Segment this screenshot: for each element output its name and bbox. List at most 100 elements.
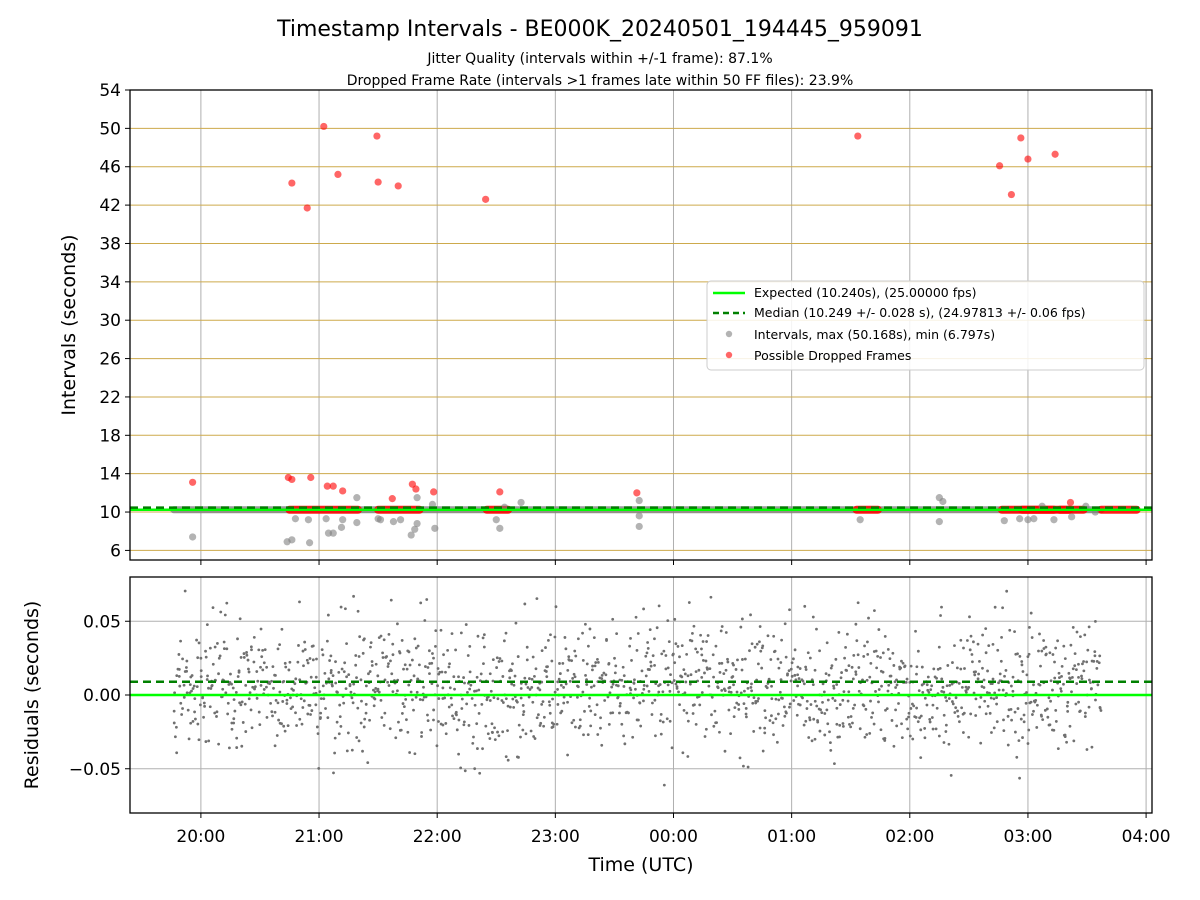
residual-point (850, 665, 854, 669)
residual-point (501, 675, 505, 678)
residual-point (621, 665, 625, 669)
residual-point (199, 669, 203, 673)
interval-point (635, 522, 643, 531)
residual-point (674, 682, 678, 686)
residual-point (1080, 674, 1083, 678)
residual-point (678, 703, 681, 706)
residual-point (1090, 687, 1093, 690)
residual-point (949, 773, 953, 777)
residual-point (1075, 682, 1079, 685)
residual-point (197, 738, 201, 742)
dropped-frame-point (1051, 150, 1059, 158)
residual-point (1025, 673, 1029, 677)
residual-point (420, 735, 423, 738)
residual-point (333, 736, 337, 740)
residual-point (718, 662, 721, 665)
residual-point (362, 725, 366, 729)
residual-point (828, 730, 831, 734)
residual-point (815, 627, 818, 631)
residual-point (784, 711, 788, 715)
residual-point (258, 723, 262, 727)
residual-point (511, 697, 515, 701)
residual-point (1025, 691, 1028, 694)
residual-point (530, 677, 534, 681)
residual-point (308, 704, 312, 707)
residual-point (497, 734, 501, 738)
residual-point (201, 696, 205, 700)
residual-point (479, 672, 483, 676)
residual-point (299, 697, 303, 701)
residual-point (801, 679, 805, 683)
residual-point (541, 700, 545, 703)
residual-point (428, 662, 432, 665)
residual-point (1020, 663, 1024, 667)
residual-point (183, 589, 187, 593)
residual-point (562, 701, 566, 705)
residual-point (172, 709, 176, 713)
residual-point (402, 705, 406, 709)
residual-point (916, 720, 920, 724)
residual-point (436, 684, 439, 688)
dropped-frame-point (303, 204, 311, 212)
residual-point (416, 644, 420, 648)
residual-point (180, 713, 184, 716)
residual-point (227, 746, 231, 750)
residual-point (339, 724, 343, 728)
residual-point (350, 748, 354, 752)
residual-point (766, 634, 770, 638)
residual-point (230, 727, 234, 731)
residual-point (796, 673, 800, 677)
residual-point (818, 649, 821, 653)
residual-point (309, 675, 313, 679)
residual-point (321, 653, 325, 657)
residual-point (259, 665, 262, 669)
residual-point (195, 685, 199, 689)
residual-point (553, 635, 557, 639)
residual-point (734, 668, 738, 671)
residual-point (226, 701, 230, 705)
residual-point (347, 673, 351, 676)
residual-point (830, 664, 834, 668)
residual-point (708, 667, 712, 671)
residual-point (257, 710, 261, 714)
residual-point (259, 627, 263, 631)
residual-point (1046, 715, 1050, 719)
residual-point (849, 725, 853, 729)
residual-point (430, 661, 434, 665)
residual-point (845, 669, 849, 672)
residual-point (182, 695, 186, 699)
residual-point (723, 749, 727, 753)
residual-point (1093, 650, 1097, 654)
residual-point (434, 644, 437, 648)
residual-point (982, 686, 986, 689)
residual-point (204, 649, 207, 653)
residual-point (373, 690, 377, 694)
residual-point (630, 659, 633, 662)
residual-point (739, 691, 743, 695)
intervals-y-tick-label: 38 (99, 234, 121, 254)
residual-point (954, 696, 958, 700)
residual-point (915, 706, 919, 710)
residual-point (235, 746, 239, 749)
residual-point (973, 673, 977, 677)
residual-point (803, 604, 807, 608)
residual-point (659, 713, 663, 716)
residual-point (379, 698, 383, 702)
residual-point (471, 741, 475, 745)
x-axis-label: Time (UTC) (587, 854, 693, 876)
residual-point (529, 729, 533, 733)
residual-point (277, 718, 280, 722)
residual-point (344, 687, 348, 690)
residual-point (798, 703, 802, 707)
dropped-frame-point (323, 482, 331, 490)
residual-point (385, 655, 388, 658)
residuals-reference-lines (130, 680, 1152, 697)
residual-point (426, 713, 429, 717)
residual-point (185, 666, 188, 669)
residual-point (731, 675, 735, 678)
residual-point (686, 674, 690, 678)
residual-point (719, 629, 723, 633)
residual-point (925, 703, 929, 707)
residual-point (596, 660, 600, 664)
residual-point (871, 711, 875, 715)
